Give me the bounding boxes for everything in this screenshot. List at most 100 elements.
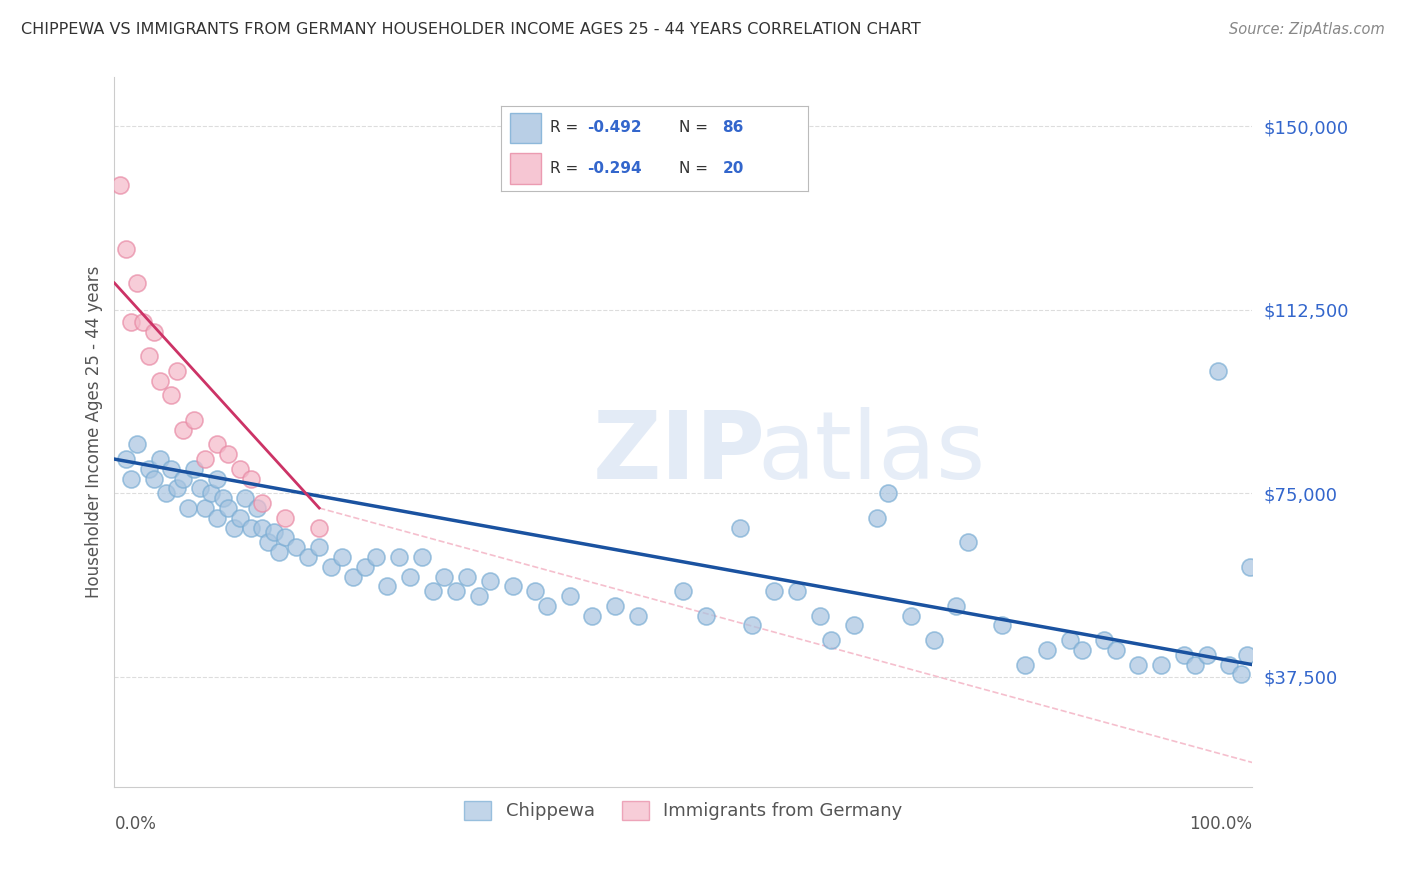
Point [132,315,155,329]
Point [399,569,422,583]
Point [956,535,979,549]
Point [138,462,160,476]
Point [945,599,967,613]
Text: Source: ZipAtlas.com: Source: ZipAtlas.com [1229,22,1385,37]
Point [252,496,274,510]
Point [1070,643,1092,657]
Point [1105,643,1128,657]
Point [155,486,177,500]
Point [194,501,217,516]
Point [502,579,524,593]
Point [285,540,308,554]
Point [274,530,297,544]
Point [183,413,205,427]
Point [160,388,183,402]
Point [444,584,467,599]
Point [211,491,233,506]
Point [1173,648,1195,662]
Point [922,633,945,648]
Point [422,584,444,599]
Point [991,618,1014,632]
Point [330,549,353,564]
Point [194,452,217,467]
Point [172,423,194,437]
Y-axis label: Householder Income Ages 25 - 44 years: Householder Income Ages 25 - 44 years [86,266,103,599]
Point [228,511,250,525]
Point [228,462,250,476]
Point [342,569,364,583]
Point [149,374,172,388]
Point [200,486,222,500]
Point [1206,364,1229,378]
Point [121,472,143,486]
Point [166,364,188,378]
Point [1150,657,1173,672]
Point [121,315,143,329]
Point [728,520,751,534]
Point [149,452,172,467]
Point [763,584,786,599]
Point [138,349,160,363]
Point [114,452,136,467]
Point [866,511,889,525]
Point [1218,657,1240,672]
Point [217,501,239,516]
Point [205,437,228,451]
Point [239,520,262,534]
Point [188,482,211,496]
Point [1014,657,1036,672]
Point [222,520,245,534]
Point [205,472,228,486]
Point [627,608,650,623]
Point [695,608,717,623]
Point [353,559,375,574]
Point [877,486,900,500]
Point [377,579,399,593]
Point [1092,633,1115,648]
Point [433,569,456,583]
Legend: Chippewa, Immigrants from Germany: Chippewa, Immigrants from Germany [457,794,910,828]
Point [524,584,547,599]
Point [1230,667,1253,681]
Point [166,482,188,496]
Point [269,545,291,559]
Point [1128,657,1150,672]
Point [1239,559,1261,574]
Point [114,242,136,256]
Point [786,584,808,599]
Point [603,599,626,613]
Point [741,618,763,632]
Point [900,608,922,623]
Point [143,472,166,486]
Point [1195,648,1218,662]
Point [308,540,330,554]
Point [127,276,149,290]
Point [672,584,695,599]
Point [1236,648,1258,662]
Point [239,472,262,486]
Point [478,574,501,589]
Point [246,501,269,516]
Point [177,501,200,516]
Point [808,608,831,623]
Text: ZIP: ZIP [592,408,765,500]
Text: atlas: atlas [758,408,986,500]
Point [842,618,865,632]
Point [127,437,149,451]
Point [172,472,194,486]
Point [558,589,581,603]
Point [536,599,558,613]
Point [263,525,285,540]
Point [319,559,342,574]
Point [820,633,842,648]
Point [274,511,297,525]
Point [467,589,489,603]
Point [233,491,256,506]
Point [1184,657,1206,672]
Point [308,520,330,534]
Point [108,178,131,192]
Point [581,608,603,623]
Point [364,549,387,564]
Point [297,549,319,564]
Point [143,325,166,339]
